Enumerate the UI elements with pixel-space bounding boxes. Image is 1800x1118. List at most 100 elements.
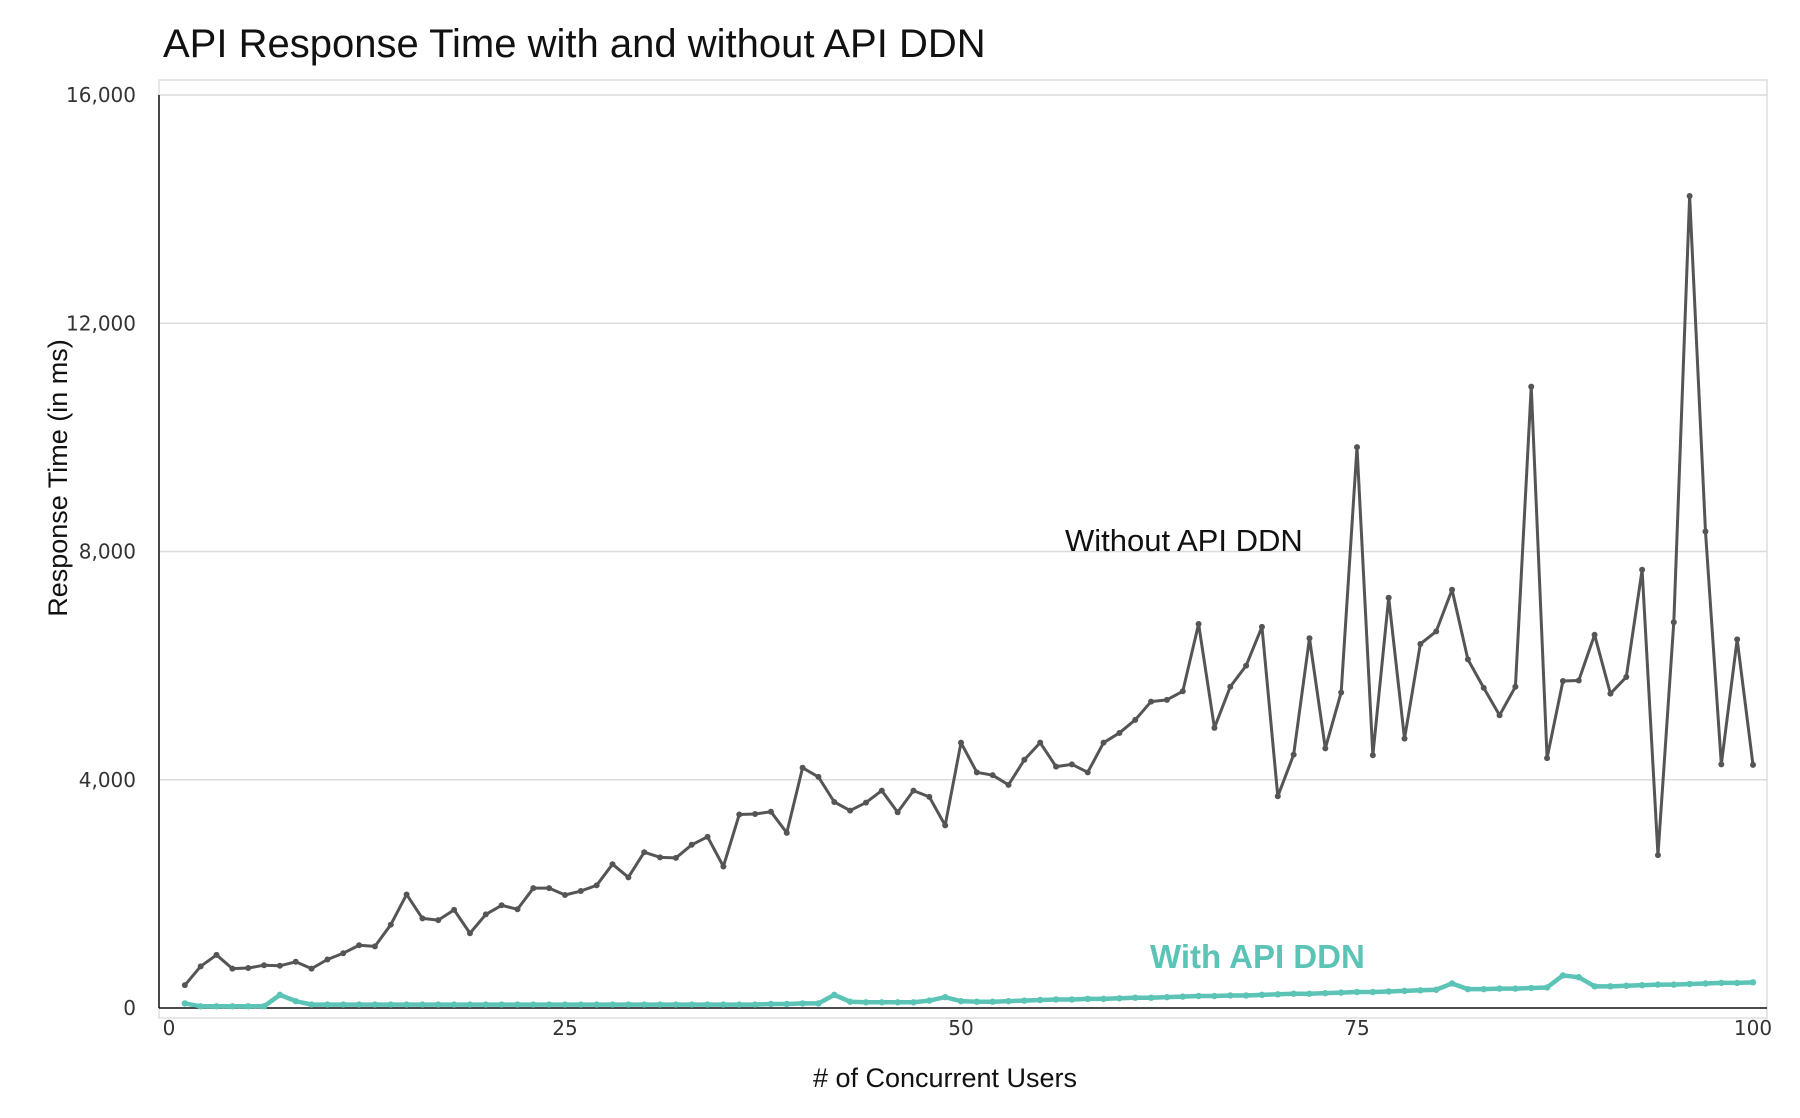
series-annotation-with-api-ddn: With API DDN	[1150, 938, 1365, 975]
data-point	[1528, 984, 1535, 992]
data-point	[894, 999, 901, 1006]
data-point	[482, 1001, 489, 1008]
data-point	[1021, 756, 1028, 763]
data-point	[562, 892, 568, 899]
data-point	[989, 998, 996, 1005]
data-point	[577, 888, 584, 895]
data-point	[1718, 761, 1725, 768]
y-tick-label: 8,000	[79, 540, 136, 564]
data-point	[736, 1001, 743, 1008]
data-point	[213, 951, 220, 958]
data-point	[387, 1001, 394, 1008]
data-point	[1195, 992, 1202, 1000]
data-point	[1670, 619, 1677, 626]
data-point	[878, 787, 885, 794]
data-point	[1480, 684, 1487, 691]
data-point	[989, 772, 996, 779]
data-point	[1068, 761, 1075, 768]
data-point	[815, 1000, 822, 1007]
data-point	[1639, 566, 1646, 573]
data-point	[1322, 745, 1329, 752]
data-point	[641, 1001, 648, 1008]
data-point	[498, 1001, 505, 1008]
data-point	[1480, 985, 1487, 993]
series-layer	[181, 193, 1757, 1010]
data-point	[1211, 992, 1218, 1000]
data-point	[1211, 724, 1218, 731]
data-point	[957, 997, 965, 1005]
data-point	[450, 1001, 458, 1008]
data-point	[355, 1001, 363, 1008]
data-point	[862, 999, 870, 1006]
data-point	[451, 906, 458, 913]
data-point	[213, 1003, 220, 1010]
y-axis-ticks: 0 4,000 8,000 12,000 16,000	[66, 83, 136, 1020]
data-point	[324, 956, 331, 963]
x-tick-label: 25	[552, 1016, 577, 1040]
x-tick-label: 100	[1734, 1016, 1772, 1040]
data-point	[546, 885, 553, 892]
data-point	[324, 1001, 331, 1008]
data-point	[1591, 983, 1598, 990]
data-point	[958, 739, 964, 746]
data-point	[1401, 735, 1408, 742]
data-point	[292, 958, 299, 965]
data-point	[561, 1001, 569, 1008]
data-point	[783, 829, 790, 836]
data-point	[1195, 620, 1202, 627]
data-point	[1053, 763, 1060, 770]
data-point	[340, 950, 347, 957]
y-tick-label: 16,000	[66, 83, 136, 107]
data-point	[356, 942, 363, 949]
data-point	[1021, 997, 1028, 1004]
data-point	[1512, 985, 1519, 992]
data-point	[1433, 628, 1440, 635]
data-point	[1686, 980, 1693, 988]
data-point	[229, 965, 236, 972]
data-point	[1607, 690, 1614, 697]
data-point	[878, 999, 885, 1006]
data-point	[704, 833, 711, 840]
data-point	[514, 1001, 521, 1008]
data-point	[1100, 739, 1107, 746]
data-point	[1369, 988, 1377, 996]
chart-title: API Response Time with and without API D…	[163, 22, 986, 66]
data-point	[1258, 623, 1265, 630]
data-point	[1037, 739, 1044, 746]
x-tick-label: 75	[1344, 1016, 1369, 1040]
data-point	[1401, 987, 1408, 995]
series-with-api-ddn	[181, 972, 1757, 1010]
data-point	[403, 1001, 410, 1008]
data-point	[736, 811, 743, 818]
data-point	[752, 810, 759, 817]
data-point	[926, 997, 933, 1004]
data-point	[767, 1000, 775, 1008]
data-point	[1116, 729, 1123, 736]
data-point	[847, 807, 854, 814]
data-point	[688, 841, 695, 848]
data-point	[1591, 631, 1598, 638]
data-point	[1227, 992, 1234, 999]
data-point	[1607, 983, 1614, 990]
data-point	[197, 963, 204, 970]
data-point	[799, 764, 806, 771]
x-tick-label: 50	[948, 1016, 973, 1040]
data-point	[1163, 993, 1171, 1001]
series-line	[183, 194, 1755, 987]
data-point	[942, 822, 949, 829]
data-point	[910, 787, 917, 794]
data-point	[720, 1001, 727, 1008]
gridlines	[159, 94, 1767, 781]
data-point	[1559, 678, 1566, 685]
data-point	[1290, 751, 1297, 758]
data-point	[609, 861, 616, 868]
data-point	[1528, 383, 1535, 390]
data-point	[1543, 984, 1551, 991]
data-point	[672, 854, 679, 861]
data-point	[973, 769, 980, 776]
x-axis-ticks: 0 25 50 75 100	[163, 1016, 1772, 1040]
data-point	[482, 911, 489, 918]
data-point	[1702, 980, 1709, 987]
data-point	[656, 1001, 664, 1008]
